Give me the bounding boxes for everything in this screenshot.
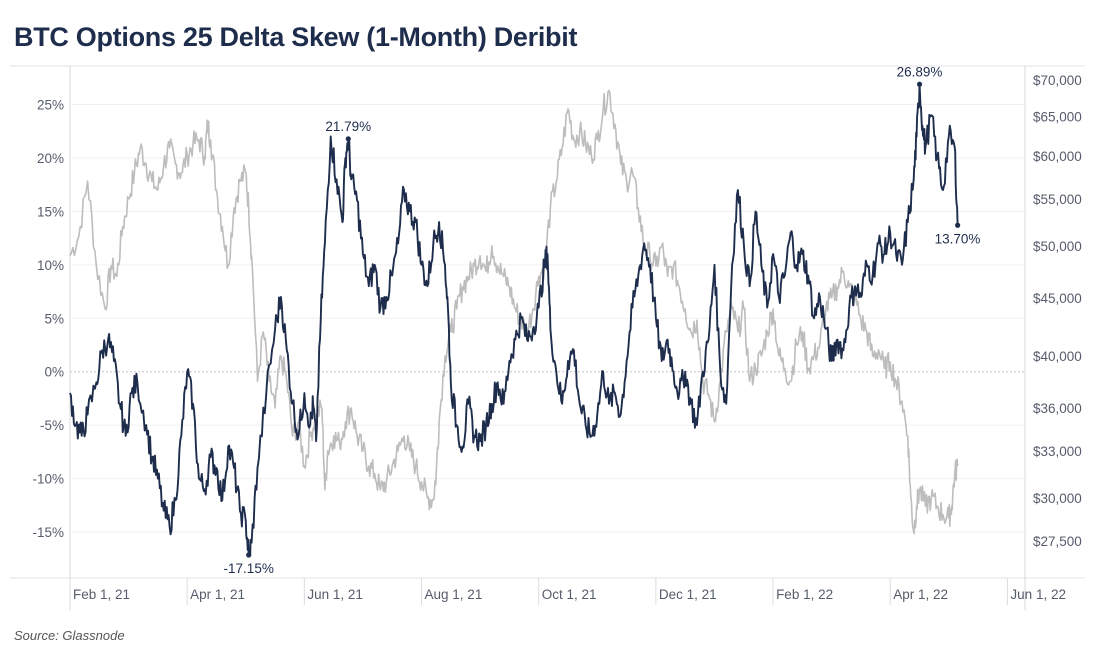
annotation-label: 13.70% [935, 231, 981, 246]
x-tick-label: Apr 1, 22 [893, 587, 948, 602]
annotation-marker [345, 136, 351, 142]
annotation-label: 21.79% [325, 119, 371, 134]
y-left-tick-label: 10% [37, 258, 64, 273]
y-right-tick-label: $45,000 [1033, 291, 1082, 306]
plot-frame [10, 65, 1085, 610]
y-right-tick-label: $33,000 [1033, 444, 1082, 459]
y-axis-left: -15% -10% -5% 0% 5% 10% 15% 20% 25% [32, 97, 64, 540]
chart-title: BTC Options 25 Delta Skew (1-Month) Deri… [14, 22, 578, 52]
source-note: Source: Glassnode [14, 628, 125, 643]
x-tick-label: Feb 1, 22 [776, 587, 833, 602]
y-left-tick-label: 20% [37, 151, 64, 166]
y-left-tick-label: 0% [44, 365, 64, 380]
annotation-label: 26.89% [897, 64, 943, 79]
y-left-tick-label: 25% [37, 97, 64, 112]
y-left-tick-label: 5% [44, 311, 64, 326]
series-layer [69, 83, 959, 557]
y-left-tick-label: -10% [32, 472, 64, 487]
x-tick-label: Jun 1, 22 [1010, 587, 1066, 602]
y-right-tick-label: $36,000 [1033, 401, 1082, 416]
y-right-tick-label: $30,000 [1033, 491, 1082, 506]
y-right-tick-label: $65,000 [1033, 109, 1082, 124]
annotations: 21.79% -17.15% 26.89% 13.70% [224, 64, 981, 576]
x-tick-label: Aug 1, 21 [425, 587, 483, 602]
y-right-tick-label: $55,000 [1033, 192, 1082, 207]
annotation-marker [246, 552, 252, 558]
series-line-skew [69, 83, 959, 557]
annotation-marker [916, 81, 923, 87]
y-right-tick-label: $40,000 [1033, 349, 1082, 364]
y-right-tick-label: $27,500 [1033, 534, 1082, 549]
y-right-tick-label: $50,000 [1033, 239, 1082, 254]
annotation-label: -17.15% [224, 561, 274, 576]
x-tick-label: Apr 1, 21 [190, 587, 245, 602]
x-tick-label: Jun 1, 21 [307, 587, 363, 602]
y-axis-right: $27,500 $30,000 $33,000 $36,000 $40,000 $45,0… [1033, 73, 1082, 549]
x-tick-label: Feb 1, 21 [73, 587, 130, 602]
x-axis: Feb 1, 21 Apr 1, 21 Jun 1, 21 Aug 1, 21 Oct … [69, 578, 1066, 605]
x-tick-label: Dec 1, 21 [659, 587, 717, 602]
series-line-btc-price [69, 89, 959, 535]
y-left-tick-label: 15% [37, 204, 64, 219]
y-right-tick-label: $60,000 [1033, 149, 1082, 164]
x-tick-label: Oct 1, 21 [542, 587, 597, 602]
y-left-tick-label: -5% [40, 418, 64, 433]
y-left-tick-label: -15% [32, 525, 64, 540]
y-right-tick-label: $70,000 [1033, 73, 1082, 88]
annotation-marker [955, 222, 961, 228]
